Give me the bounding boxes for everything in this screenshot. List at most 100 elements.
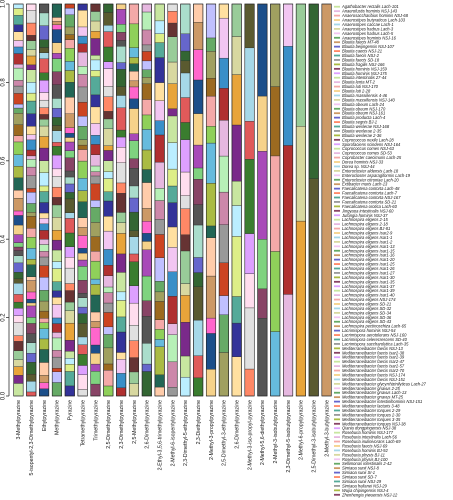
bar-segment bbox=[257, 151, 268, 240]
bar-segment bbox=[13, 198, 24, 212]
legend-swatch bbox=[334, 147, 340, 150]
bar-segment bbox=[39, 218, 50, 225]
bar-segment bbox=[270, 331, 281, 397]
x-category-label: 2,6-Dimethylpyrazine bbox=[145, 400, 151, 449]
legend-entry: Mediterraneibacter torques 2-29 bbox=[342, 408, 401, 413]
bar-segment bbox=[39, 244, 50, 252]
bar-segment bbox=[129, 140, 139, 159]
bar-segment bbox=[103, 216, 114, 232]
legend-entry: Lacrimispora celerecrescens SD-40 bbox=[342, 337, 408, 342]
bar-segment bbox=[77, 149, 88, 162]
bar-segment bbox=[103, 3, 114, 13]
bar-segment bbox=[26, 126, 37, 135]
bar-segment bbox=[64, 137, 75, 143]
legend-swatch bbox=[334, 387, 340, 390]
legend-swatch bbox=[334, 334, 340, 336]
legend-swatch bbox=[334, 458, 340, 461]
bar-segment bbox=[103, 385, 114, 397]
bar-segment bbox=[39, 318, 50, 323]
bar-segment bbox=[308, 178, 319, 397]
bar-segment bbox=[77, 126, 88, 140]
bar-segment bbox=[129, 3, 139, 25]
bar-segment bbox=[154, 329, 165, 340]
bar-segment bbox=[64, 283, 75, 291]
bar-segment bbox=[52, 304, 62, 319]
bar-segment bbox=[231, 322, 242, 357]
legend-swatch bbox=[334, 325, 340, 328]
bar-segment bbox=[64, 97, 75, 114]
bar-outline bbox=[308, 3, 319, 397]
bar-segment bbox=[64, 39, 75, 49]
x-category-label: 2-Methyl-3-butylpyrazine bbox=[324, 400, 330, 457]
x-category-label: 2,6-Dimethylpyrazine bbox=[235, 400, 241, 449]
bar-segment bbox=[141, 69, 152, 78]
bar-segment bbox=[116, 373, 127, 388]
bar-segment bbox=[26, 342, 37, 354]
bar-segment bbox=[231, 296, 242, 324]
bar-segment bbox=[270, 155, 281, 252]
bar-segment bbox=[206, 3, 216, 39]
bar-segment bbox=[218, 17, 229, 59]
legend-entry: Lachnospira eligens SD-21 bbox=[342, 301, 391, 306]
bar-segment bbox=[52, 29, 62, 43]
bar-segment bbox=[90, 31, 101, 39]
legend-entry: Dorea hominis NSJ-33 bbox=[342, 160, 384, 165]
bar-segment bbox=[129, 371, 139, 384]
bar-segment bbox=[321, 3, 332, 397]
bar-segment bbox=[270, 86, 281, 157]
bar-segment bbox=[64, 371, 75, 387]
bar-segment bbox=[116, 387, 127, 397]
bar-segment bbox=[141, 300, 152, 317]
bar-segment bbox=[283, 46, 293, 146]
bar-segment bbox=[13, 322, 24, 336]
bar-segment bbox=[77, 365, 88, 375]
bar-segment bbox=[231, 124, 242, 182]
bar-segment bbox=[116, 40, 127, 47]
legend-entry: Mediterraneibacter faecis Isar2-47 bbox=[342, 359, 405, 364]
bar-segment bbox=[180, 283, 191, 296]
legend-entry: Lacrimispora saccharolytica Lach-35 bbox=[342, 341, 409, 346]
bar-segment bbox=[116, 331, 127, 353]
legend-swatch bbox=[334, 311, 340, 314]
legend-swatch bbox=[334, 28, 340, 30]
bar-segment bbox=[154, 219, 165, 235]
legend-swatch bbox=[334, 169, 340, 172]
legend-entry: Blautia hominis NSJ-159 bbox=[342, 66, 388, 71]
legend-swatch bbox=[334, 316, 340, 319]
legend-entry: Blautia caecis NSJ-21 bbox=[342, 49, 382, 54]
bar-segment bbox=[154, 200, 165, 220]
legend-entry: Lachnospira eligens Isar2-9 bbox=[342, 231, 393, 236]
bar-segment bbox=[13, 135, 24, 143]
bar-segment bbox=[52, 356, 62, 369]
bar-segment bbox=[90, 200, 101, 208]
bar-segment bbox=[13, 294, 24, 303]
legend-entry: Lachnospira eligens Isar1-27 bbox=[342, 270, 395, 275]
bar-segment bbox=[167, 142, 178, 170]
bar-segment bbox=[154, 257, 165, 282]
legend-entry: Lachnospira eligens 2-18 bbox=[342, 222, 388, 227]
bar-segment bbox=[270, 251, 281, 332]
bar-segment bbox=[77, 374, 88, 390]
bar-segment bbox=[39, 3, 50, 14]
legend-swatch bbox=[334, 414, 340, 416]
bar-segment bbox=[90, 278, 101, 285]
bar-outline bbox=[218, 3, 229, 397]
bar-segment bbox=[129, 302, 139, 326]
x-category-label: Methylpyrazine bbox=[55, 400, 61, 435]
legend-swatch bbox=[334, 59, 340, 61]
bar-segment bbox=[52, 217, 62, 231]
legend-entry: Lachnospira eligens Isar1-15 bbox=[342, 248, 395, 253]
bar-segment bbox=[129, 236, 139, 255]
x-category-label: 2-Methyl-3-propylpyrazine bbox=[209, 400, 215, 460]
bar-segment bbox=[77, 160, 88, 179]
bar-segment bbox=[167, 168, 178, 187]
bar-segment bbox=[154, 120, 165, 136]
bar-segment bbox=[26, 35, 37, 41]
bar-segment bbox=[103, 200, 114, 217]
x-category-label: 2-Methyl-3-isobutylpyrazine bbox=[273, 400, 279, 464]
bar-segment bbox=[77, 266, 88, 281]
legend-swatch bbox=[334, 76, 340, 79]
bar-segment bbox=[129, 285, 139, 304]
legend-entry: Lachnospira eligens NSJ-174 bbox=[342, 297, 396, 302]
x-category-label: 2,3-Dimethylpyrazine bbox=[119, 400, 125, 449]
